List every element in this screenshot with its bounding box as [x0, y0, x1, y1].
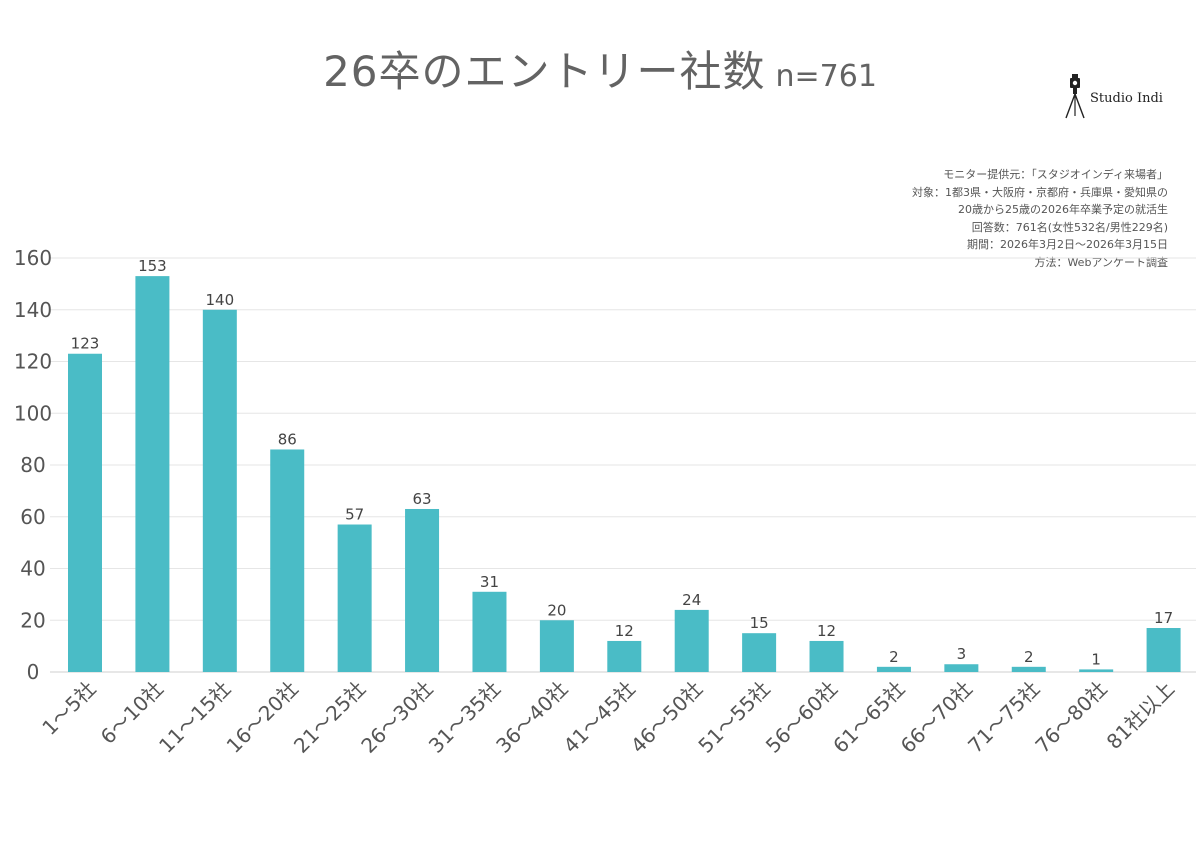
sample-size: n=761 — [775, 59, 877, 94]
x-tick-label: 56〜60社 — [761, 677, 842, 758]
bar — [742, 633, 777, 672]
survey-notes: モニター提供元：「スタジオインディ来場者」 対象：1都3県・大阪府・京都府・兵庫… — [648, 166, 1168, 271]
bar — [270, 449, 305, 672]
title-text: 26卒のエントリー社数 — [323, 47, 766, 96]
bar — [607, 640, 642, 672]
bar — [1011, 666, 1046, 672]
x-tick-label: 41〜45社 — [559, 677, 640, 758]
note-line: 20歳から25歳の2026年卒業予定の就活生 — [958, 203, 1168, 216]
data-label: 12 — [817, 622, 836, 640]
data-label: 2 — [889, 648, 899, 666]
bar — [405, 508, 440, 672]
bar — [1146, 628, 1181, 672]
bar — [1079, 669, 1114, 672]
x-tick-label: 21〜25社 — [289, 677, 370, 758]
y-tick-label: 60 — [20, 505, 45, 529]
x-tick-label: 71〜75社 — [963, 677, 1044, 758]
x-tick-label: 11〜15社 — [154, 677, 235, 758]
data-label: 2 — [1024, 648, 1034, 666]
note-line: 対象：1都3県・大阪府・京都府・兵庫県・愛知県の — [912, 185, 1168, 199]
data-label: 31 — [480, 573, 499, 591]
data-label: 153 — [138, 257, 167, 275]
x-tick-label: 1〜5社 — [37, 677, 100, 740]
data-label: 140 — [206, 291, 235, 309]
y-tick-label: 80 — [20, 453, 45, 477]
y-tick-label: 20 — [20, 608, 45, 632]
data-label: 3 — [957, 645, 967, 663]
chart-title: 26卒のエントリー社数 n=761 — [0, 38, 1200, 99]
bar — [539, 620, 574, 672]
bar — [337, 524, 372, 672]
x-tick-label: 76〜80社 — [1030, 677, 1111, 758]
x-tick-label: 81社以上 — [1102, 677, 1179, 754]
y-tick-label: 0 — [27, 660, 40, 684]
y-tick-label: 120 — [14, 350, 52, 374]
bar — [944, 664, 979, 672]
x-tick-label: 61〜65社 — [828, 677, 909, 758]
data-label: 15 — [750, 614, 769, 632]
note-line: 期間：2026年3月2日〜2026年3月15日 — [967, 238, 1168, 251]
note-line: 方法：Webアンケート調査 — [1034, 255, 1168, 269]
logo-text: Studio Indi — [1090, 91, 1163, 106]
x-tick-label: 26〜30社 — [356, 677, 437, 758]
bar — [135, 276, 170, 672]
x-tick-label: 46〜50社 — [626, 677, 707, 758]
studio-indi-logo: Studio Indi — [1064, 74, 1174, 120]
y-tick-label: 160 — [14, 246, 52, 270]
bar — [472, 591, 507, 672]
data-label: 17 — [1154, 609, 1173, 627]
note-line: モニター提供元：「スタジオインディ来場者」 — [943, 168, 1168, 181]
bar — [876, 666, 911, 672]
data-label: 24 — [682, 591, 701, 609]
data-label: 123 — [71, 335, 100, 353]
note-line: 回答数：761名(女性532名/男性229名) — [971, 220, 1168, 234]
data-label: 20 — [547, 601, 566, 619]
x-tick-label: 51〜55社 — [693, 677, 774, 758]
bar — [202, 309, 237, 672]
x-tick-label: 16〜20社 — [222, 677, 303, 758]
data-label: 12 — [615, 622, 634, 640]
data-label: 63 — [413, 490, 432, 508]
bar — [68, 353, 102, 672]
camera-tripod-icon — [1065, 74, 1085, 119]
bar — [809, 640, 844, 672]
x-tick-label: 31〜35社 — [424, 677, 505, 758]
data-label: 57 — [345, 506, 364, 524]
data-label: 86 — [278, 430, 297, 448]
x-tick-label: 36〜40社 — [491, 677, 572, 758]
y-tick-label: 140 — [14, 298, 52, 322]
x-tick-label: 66〜70社 — [896, 677, 977, 758]
y-tick-label: 40 — [20, 557, 45, 581]
bar — [674, 609, 709, 672]
data-label: 1 — [1091, 650, 1101, 668]
y-tick-label: 100 — [14, 401, 52, 425]
